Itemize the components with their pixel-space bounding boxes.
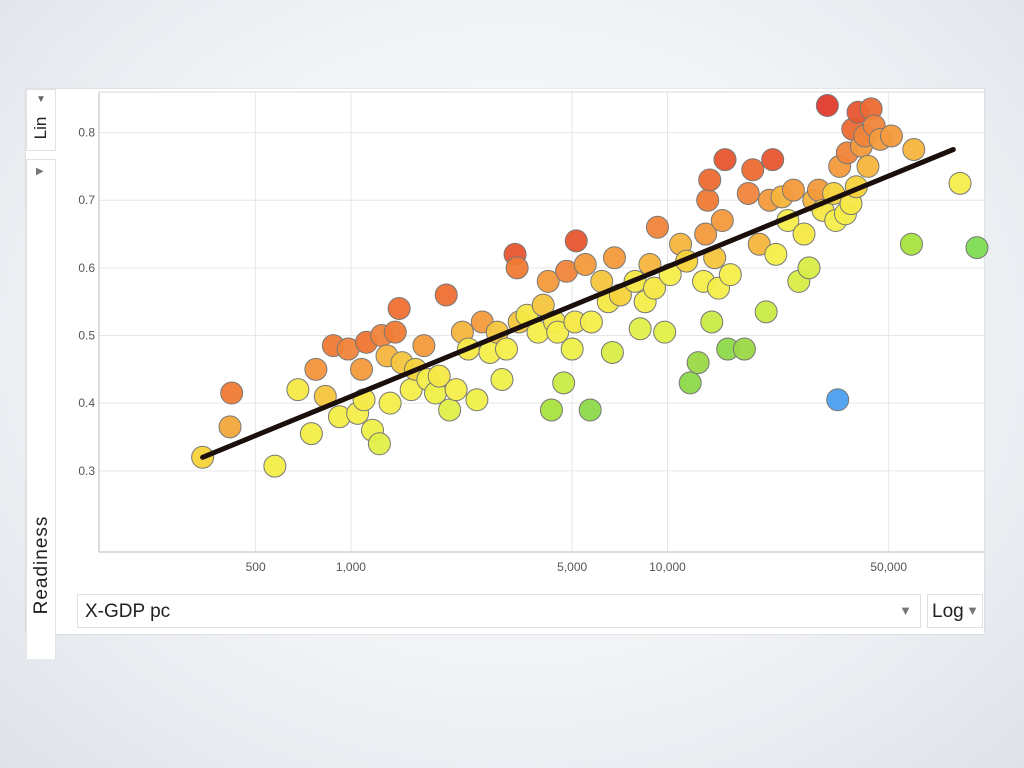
data-point: [218, 415, 242, 439]
chart-panel: ▼ Lin ▶ Readiness X-GDP pc ▼ Log ▼: [26, 89, 984, 659]
data-point: [815, 94, 839, 118]
data-point: [899, 232, 923, 256]
data-point: [263, 454, 287, 478]
data-point: [505, 256, 529, 280]
data-point: [220, 381, 244, 405]
data-point: [600, 340, 624, 364]
data-point: [438, 398, 462, 422]
data-point: [350, 357, 374, 381]
x-scale-label: Log: [932, 601, 964, 622]
data-point: [653, 320, 677, 344]
data-point: [965, 236, 989, 260]
x-tick-label: 50,000: [870, 560, 907, 574]
data-point: [378, 391, 402, 415]
data-point: [465, 388, 489, 412]
y-tick-label: 0.5: [78, 329, 95, 343]
data-point: [539, 398, 563, 422]
x-tick-label: 500: [246, 560, 266, 574]
data-point: [718, 263, 742, 287]
data-point: [427, 364, 451, 388]
trendline: [200, 147, 956, 460]
data-point: [754, 300, 778, 324]
data-point: [367, 432, 391, 456]
y-tick-label: 0.3: [78, 464, 95, 478]
data-point: [694, 222, 718, 246]
data-point: [642, 276, 666, 300]
data-point: [573, 253, 597, 276]
data-point: [948, 171, 972, 195]
data-point: [732, 337, 756, 361]
data-point: [578, 398, 602, 422]
triangle-down-icon: ▼: [36, 94, 46, 105]
y-tick-label: 0.7: [78, 193, 95, 207]
x-tick-label: 10,000: [649, 560, 686, 574]
data-point: [710, 209, 734, 233]
data-point: [560, 337, 584, 361]
data-point: [792, 222, 816, 246]
y-tick-label: 0.4: [78, 396, 95, 410]
data-point: [628, 317, 652, 341]
data-point: [494, 337, 518, 361]
data-point: [286, 378, 310, 402]
data-point: [747, 232, 771, 256]
data-point: [797, 256, 821, 280]
data-point: [536, 269, 560, 293]
data-point: [713, 148, 737, 172]
data-point: [579, 310, 603, 334]
triangle-right-icon: ▶: [36, 166, 44, 177]
data-point: [761, 148, 785, 172]
data-point: [700, 310, 724, 334]
data-point: [434, 283, 458, 307]
data-point: [826, 388, 850, 412]
x-tick-label: 5,000: [557, 560, 587, 574]
y-scale-dropdown[interactable]: ▼ Lin: [26, 89, 56, 151]
data-point: [444, 378, 468, 402]
data-point: [902, 138, 926, 161]
data-point: [602, 246, 626, 270]
data-point: [383, 320, 407, 344]
data-point: [698, 168, 722, 192]
data-point: [856, 154, 880, 178]
data-point: [645, 215, 669, 239]
data-point: [412, 334, 436, 358]
chevron-down-icon: ▼: [899, 603, 912, 618]
data-point: [781, 178, 805, 202]
x-variable-label: X-GDP pc: [85, 601, 171, 622]
x-variable-dropdown[interactable]: X-GDP pc ▼: [77, 594, 921, 628]
data-point: [299, 422, 323, 446]
x-tick-label: 1,000: [336, 560, 366, 574]
data-point: [764, 242, 788, 266]
data-point: [490, 368, 514, 391]
data-point: [879, 124, 903, 148]
data-point: [564, 229, 588, 253]
y-tick-label: 0.6: [78, 261, 95, 275]
data-point: [736, 181, 760, 205]
data-point: [552, 371, 576, 395]
y-variable-selector[interactable]: ▶ Readiness: [26, 159, 56, 659]
data-point: [546, 320, 570, 344]
data-point: [696, 188, 720, 212]
chevron-down-icon: ▼: [966, 603, 979, 618]
x-scale-dropdown[interactable]: Log ▼: [927, 594, 983, 628]
data-point: [741, 158, 765, 182]
data-point: [686, 351, 710, 375]
data-point: [387, 296, 411, 320]
y-tick-label: 0.8: [78, 126, 95, 140]
data-point: [678, 371, 702, 395]
data-point: [304, 357, 328, 381]
